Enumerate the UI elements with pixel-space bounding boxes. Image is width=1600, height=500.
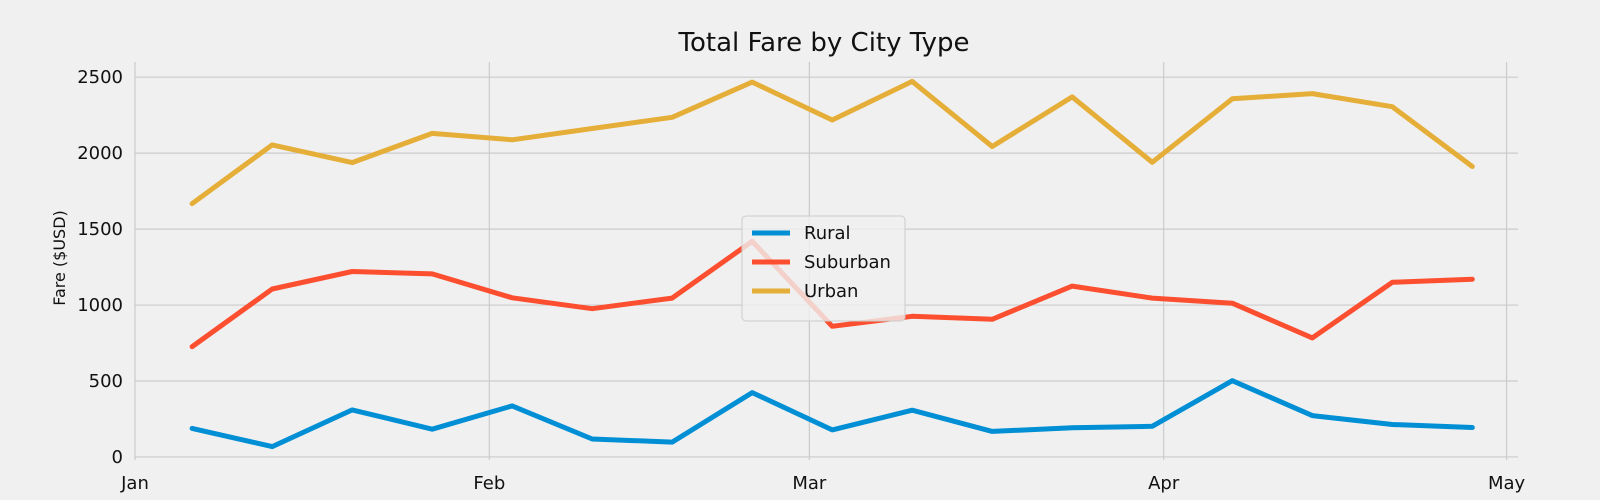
x-tick-label: Apr xyxy=(1148,473,1180,494)
tick-labels: 0 500 1000 1500 2000 2500 Jan Feb Mar Apr May xyxy=(77,67,1525,494)
legend-label: Rural xyxy=(804,223,851,244)
series-line-rural xyxy=(189,378,1475,450)
y-tick-label: 2000 xyxy=(77,143,123,164)
legend-label: Suburban xyxy=(804,252,891,273)
x-tick-label: Jan xyxy=(120,473,149,494)
y-tick-label: 1500 xyxy=(77,219,123,240)
x-tick-label: Feb xyxy=(473,473,505,494)
legend: Rural Suburban Urban xyxy=(741,215,906,322)
y-tick-label: 0 xyxy=(112,447,123,468)
x-tick-label: Mar xyxy=(792,473,827,494)
chart-title: Total Fare by City Type xyxy=(678,28,970,58)
x-tick-label: May xyxy=(1488,473,1526,494)
series-lines xyxy=(189,78,1475,450)
series-line-urban xyxy=(189,78,1475,207)
y-tick-label: 2500 xyxy=(77,67,123,88)
y-tick-label: 1000 xyxy=(77,295,123,316)
legend-frame xyxy=(741,215,906,322)
legend-label: Urban xyxy=(804,281,858,302)
y-tick-label: 500 xyxy=(89,371,123,392)
y-axis-label: Fare ($USD) xyxy=(50,210,69,306)
series-line-suburban xyxy=(189,238,1475,350)
